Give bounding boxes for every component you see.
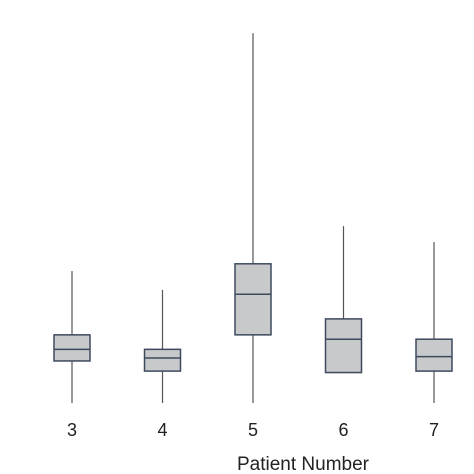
box-5 bbox=[234, 263, 272, 336]
box-6 bbox=[324, 318, 363, 374]
x-tick-label-6: 6 bbox=[338, 420, 348, 440]
box-4 bbox=[143, 348, 182, 372]
box-3 bbox=[53, 334, 91, 362]
box-7 bbox=[415, 338, 453, 372]
box-group-5 bbox=[234, 33, 272, 403]
x-tick-labels: 3 4 5 6 7 bbox=[67, 420, 439, 440]
x-tick-label-4: 4 bbox=[157, 420, 167, 440]
x-tick-label-5: 5 bbox=[248, 420, 258, 440]
box-group-3 bbox=[53, 271, 91, 403]
box-group-7 bbox=[415, 242, 453, 403]
box-group-4 bbox=[143, 289, 182, 403]
box-group-6 bbox=[324, 226, 363, 374]
x-axis-title: Patient Number bbox=[237, 454, 370, 474]
boxes-layer bbox=[53, 33, 453, 403]
x-tick-label-3: 3 bbox=[67, 420, 77, 440]
x-tick-label-7: 7 bbox=[429, 420, 439, 440]
